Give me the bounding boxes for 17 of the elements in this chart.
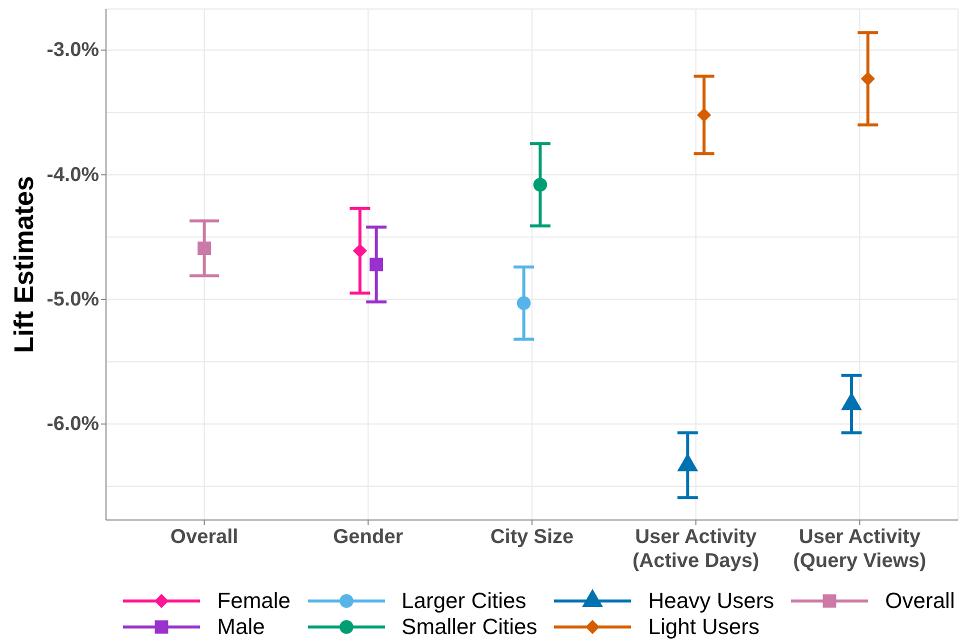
x-tick-label: City Size [490,526,574,548]
legend-label: Male [217,614,265,640]
y-tick-label: -4.0% [46,164,100,186]
legend-label: Overall [885,588,955,614]
y-tick-label: -3.0% [46,39,100,62]
legend-label: Smaller Cities [402,614,538,640]
y-tick-label: -5.0% [46,288,100,310]
y-axis-title: Lift Estimates [9,176,39,354]
legend-label: Female [217,588,291,614]
x-tick-label: User Activity (Active Days) [632,526,760,572]
legend-label: Heavy Users [648,588,774,614]
x-tick-label: User Activity (Query Views) [793,526,926,572]
legend-label: Light Users [648,614,760,640]
x-tick-label: Overall [170,526,238,548]
legend-label: Larger Cities [402,588,526,614]
y-tick-label: -6.0% [46,413,100,436]
x-tick-label: Gender [333,526,404,548]
